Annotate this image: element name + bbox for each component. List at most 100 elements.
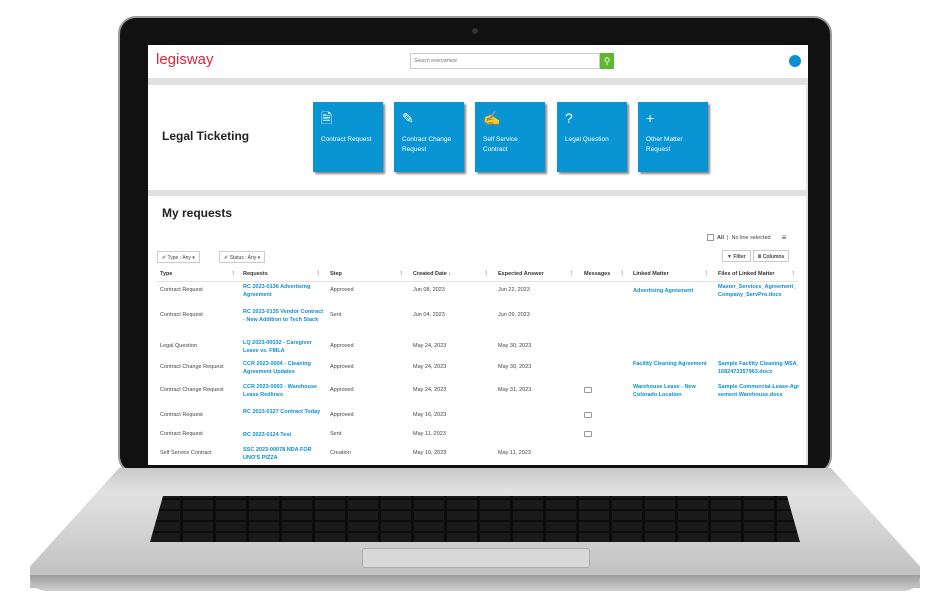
cell-step: Approved bbox=[330, 364, 354, 370]
cell-step: Approved bbox=[330, 343, 354, 349]
cell-created: Jun 04, 2023 bbox=[413, 312, 445, 318]
cell-created: May 16, 2023 bbox=[413, 412, 447, 418]
requests-title: My requests bbox=[162, 206, 233, 220]
tile-label: Contract Change Request bbox=[402, 136, 452, 153]
message-icon[interactable] bbox=[584, 431, 592, 437]
filter-label: Filter bbox=[733, 254, 746, 260]
cell-file[interactable]: Master_Services_Agreement_Company_ServPr… bbox=[718, 284, 797, 298]
cell-created: May 11, 2023 bbox=[413, 431, 446, 437]
cell-created: Jun 08, 2023 bbox=[413, 287, 445, 293]
column-header[interactable]: Requests ⋮ bbox=[243, 271, 325, 277]
column-menu-icon[interactable]: ⋮ bbox=[398, 271, 405, 277]
top-bar: legisway Search everywhere ⚲ bbox=[148, 45, 808, 78]
keyboard bbox=[150, 496, 800, 542]
search-icon[interactable]: ⚲ bbox=[600, 53, 614, 69]
laptop-base-edge bbox=[30, 575, 920, 591]
status-filter-label: Status : Any bbox=[229, 255, 257, 261]
cell-type: Contract Request bbox=[160, 312, 203, 318]
tile-question-circle[interactable]: ? Legal Question bbox=[557, 102, 627, 172]
cell-expected: May 30, 2023 bbox=[498, 343, 532, 349]
column-menu-icon[interactable]: ⋮ bbox=[703, 271, 710, 277]
column-menu-icon[interactable]: ⋮ bbox=[790, 271, 797, 277]
cell-type: Contract Change Request bbox=[160, 387, 224, 393]
cell-type: Contract Request bbox=[160, 412, 203, 418]
type-filter[interactable]: ✐ Type : Any ▾ bbox=[157, 251, 200, 263]
columns-button[interactable]: Ⅲ Columns bbox=[753, 250, 790, 262]
cell-matter[interactable]: Warehouse Lease - New Colorado Location bbox=[633, 384, 696, 398]
cell-step: Approved bbox=[330, 287, 354, 293]
cell-type: Contract Change Request bbox=[160, 364, 224, 370]
cell-request[interactable]: RC 2023-0135 Vendor Contract - New Addit… bbox=[243, 309, 324, 323]
column-header[interactable]: Files of Linked Matter ⋮ bbox=[718, 271, 800, 277]
tile-document-pen[interactable]: ✍ Self Service Contract bbox=[475, 102, 545, 172]
tile-plus[interactable]: + Other Matter Request bbox=[638, 102, 708, 172]
cell-file[interactable]: Sample Facility Cleaning MSA_16824723579… bbox=[718, 361, 800, 375]
cell-request[interactable]: RC 2023-0124 Test bbox=[243, 432, 292, 438]
tile-pencil[interactable]: ✎ Contract Change Request bbox=[394, 102, 464, 172]
column-header[interactable]: Linked Matter ⋮ bbox=[633, 271, 713, 277]
requests-card: My requests All | No line selected ≡ ✐ Ty… bbox=[148, 196, 806, 465]
select-all-checkbox[interactable] bbox=[707, 234, 714, 241]
cell-created: May 24, 2023 bbox=[413, 364, 447, 370]
cell-file[interactable]: Sample Commercial-Lease-Agreement Wareho… bbox=[718, 384, 800, 398]
cell-matter[interactable]: Advertising Agreement bbox=[633, 288, 694, 294]
column-menu-icon[interactable]: ⋮ bbox=[568, 271, 575, 277]
cell-request[interactable]: LQ 2023-00032 - Caregiver Leave vs. FMLA bbox=[243, 340, 312, 354]
cell-expected: Jun 09, 2023 bbox=[498, 312, 530, 318]
column-header[interactable]: Expected Answer ⋮ bbox=[498, 271, 578, 277]
logo: legisway bbox=[156, 51, 214, 68]
column-menu-icon[interactable]: ⋮ bbox=[619, 271, 626, 277]
column-header[interactable]: Messages ⋮ bbox=[584, 271, 629, 277]
pencil-icon: ✎ bbox=[402, 110, 414, 126]
ticketing-card: Legal Ticketing 🗎 Contract Request ✎ Con… bbox=[148, 85, 806, 190]
trackpad bbox=[362, 548, 590, 568]
column-label: Requests bbox=[243, 271, 268, 277]
column-header[interactable]: Type ⋮ bbox=[160, 271, 240, 277]
cell-matter[interactable]: Facility Cleaning Agreement bbox=[633, 361, 707, 367]
cell-expected: May 31, 2023 bbox=[498, 387, 532, 393]
cell-created: May 10, 2023 bbox=[413, 450, 447, 456]
column-label: Created Date ↓ bbox=[413, 271, 452, 277]
cell-request[interactable]: SSC 2023-00078 NDA FOR UNO'S PIZZA bbox=[243, 447, 312, 461]
column-label: Linked Matter bbox=[633, 271, 669, 277]
tile-label: Self Service Contract bbox=[483, 136, 518, 153]
cell-request[interactable]: CCR 2023-0004 - Cleaning Agreement Updat… bbox=[243, 361, 311, 375]
cell-step: Approved bbox=[330, 412, 354, 418]
cell-request[interactable]: CCR 2023-0003 - Warehouse Lease Redlines bbox=[243, 384, 318, 398]
ticketing-title: Legal Ticketing bbox=[162, 129, 250, 143]
cell-type: Legal Question bbox=[160, 343, 197, 349]
column-label: Expected Answer bbox=[498, 271, 544, 277]
cell-step: Approved bbox=[330, 387, 354, 393]
tile-document-gear[interactable]: 🗎 Contract Request bbox=[313, 102, 383, 172]
column-label: Step bbox=[330, 271, 342, 277]
column-label: Messages bbox=[584, 271, 611, 277]
column-header[interactable]: Step ⋮ bbox=[330, 271, 408, 277]
status-filter[interactable]: ✐ Status : Any ▾ bbox=[219, 251, 266, 263]
search-input[interactable]: Search everywhere bbox=[410, 53, 600, 69]
question-circle-icon: ? bbox=[565, 110, 573, 126]
cell-created: May 24, 2023 bbox=[413, 343, 447, 349]
cell-request[interactable]: RC 2023-0127 Contract Today bbox=[243, 409, 321, 415]
select-all-label: All bbox=[717, 234, 725, 241]
filter-button[interactable]: ▼ Filter bbox=[722, 250, 751, 262]
user-avatar-icon[interactable] bbox=[789, 55, 801, 67]
message-icon[interactable] bbox=[584, 412, 592, 418]
menu-icon[interactable]: ≡ bbox=[781, 233, 787, 242]
webcam bbox=[472, 28, 478, 34]
cell-expected: May 11, 2023 bbox=[498, 450, 531, 456]
document-pen-icon: ✍ bbox=[483, 110, 501, 126]
column-menu-icon[interactable]: ⋮ bbox=[315, 271, 322, 277]
tile-label: Other Matter Request bbox=[646, 136, 683, 153]
column-label: Type bbox=[160, 271, 173, 277]
plus-icon: + bbox=[646, 110, 655, 126]
column-header[interactable]: Created Date ↓ ⋮ bbox=[413, 271, 493, 277]
message-icon[interactable] bbox=[584, 387, 592, 393]
cell-expected: May 30, 2023 bbox=[498, 364, 532, 370]
cell-expected: Jun 22, 2023 bbox=[498, 287, 530, 293]
columns-label: Columns bbox=[762, 254, 785, 260]
cell-type: Contract Request bbox=[160, 287, 203, 293]
cell-request[interactable]: RC 2023-0136 Advertising Agreement bbox=[243, 284, 311, 298]
column-menu-icon[interactable]: ⋮ bbox=[230, 271, 237, 277]
tile-label: Contract Request bbox=[321, 136, 372, 143]
column-menu-icon[interactable]: ⋮ bbox=[483, 271, 490, 277]
